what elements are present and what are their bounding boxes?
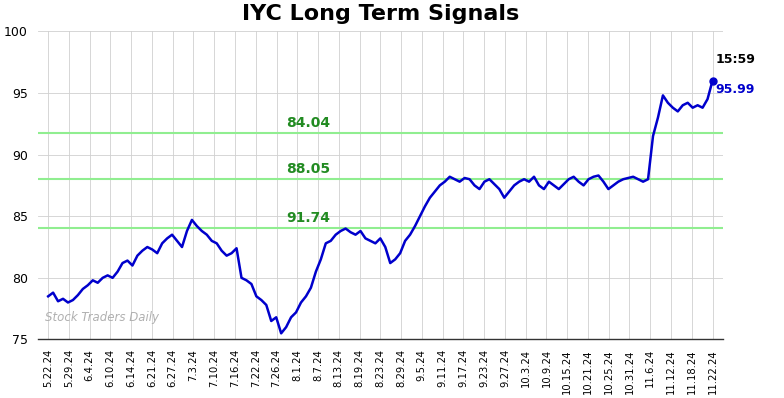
Text: Stock Traders Daily: Stock Traders Daily xyxy=(45,311,158,324)
Title: IYC Long Term Signals: IYC Long Term Signals xyxy=(241,4,519,24)
Text: 91.74: 91.74 xyxy=(286,211,331,225)
Text: 15:59: 15:59 xyxy=(716,53,756,66)
Text: 88.05: 88.05 xyxy=(286,162,331,176)
Text: 84.04: 84.04 xyxy=(286,116,331,130)
Text: 95.99: 95.99 xyxy=(716,83,755,96)
